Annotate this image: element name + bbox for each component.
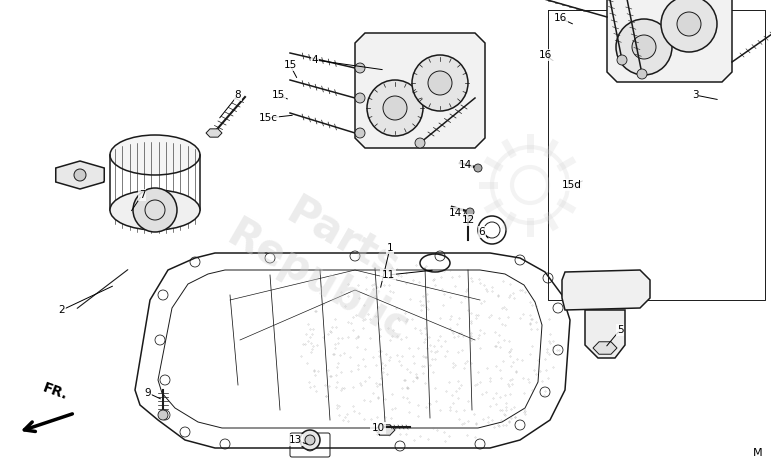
Text: 8: 8 [234,90,241,100]
Circle shape [637,69,647,79]
Circle shape [305,435,315,445]
Text: 15d: 15d [562,180,582,190]
Circle shape [74,169,86,181]
Text: 16: 16 [554,13,567,23]
Polygon shape [593,342,617,354]
Text: 1: 1 [387,243,393,253]
Text: 4: 4 [311,55,318,65]
Text: 3: 3 [692,90,699,100]
Circle shape [355,93,365,103]
Polygon shape [355,33,485,148]
Circle shape [367,80,423,136]
Text: 5: 5 [617,325,623,335]
Text: 2: 2 [59,305,66,315]
Circle shape [300,430,320,450]
Circle shape [677,12,701,36]
Text: M: M [752,448,762,458]
Text: 16: 16 [538,50,551,60]
Circle shape [133,188,177,232]
Circle shape [474,164,482,172]
Circle shape [428,71,452,95]
Polygon shape [56,161,104,189]
Circle shape [355,63,365,73]
Circle shape [355,128,365,138]
Circle shape [412,55,468,111]
Text: 15: 15 [284,60,297,70]
Text: 9: 9 [145,388,151,398]
Circle shape [158,410,168,420]
Polygon shape [206,129,222,137]
Polygon shape [585,310,625,358]
Text: 10: 10 [372,423,385,433]
Circle shape [617,55,627,65]
Circle shape [415,138,425,148]
Text: 14: 14 [449,208,462,218]
Text: 12: 12 [461,215,475,225]
Circle shape [464,211,472,219]
Text: FR.: FR. [41,381,69,403]
Polygon shape [607,0,732,82]
Text: 6: 6 [479,227,485,237]
Ellipse shape [110,135,200,175]
Text: 14: 14 [459,160,472,170]
Text: 7: 7 [139,190,145,200]
Text: 11: 11 [382,270,395,280]
Ellipse shape [110,190,200,230]
Text: Parts
Republic: Parts Republic [220,170,440,350]
Polygon shape [562,270,650,310]
Circle shape [616,19,672,75]
Text: 15: 15 [271,90,284,100]
Text: 15c: 15c [258,113,278,123]
Circle shape [383,96,407,120]
Circle shape [661,0,717,52]
Circle shape [466,208,474,216]
Polygon shape [375,425,395,435]
Text: 13: 13 [288,435,301,445]
Circle shape [632,35,656,59]
